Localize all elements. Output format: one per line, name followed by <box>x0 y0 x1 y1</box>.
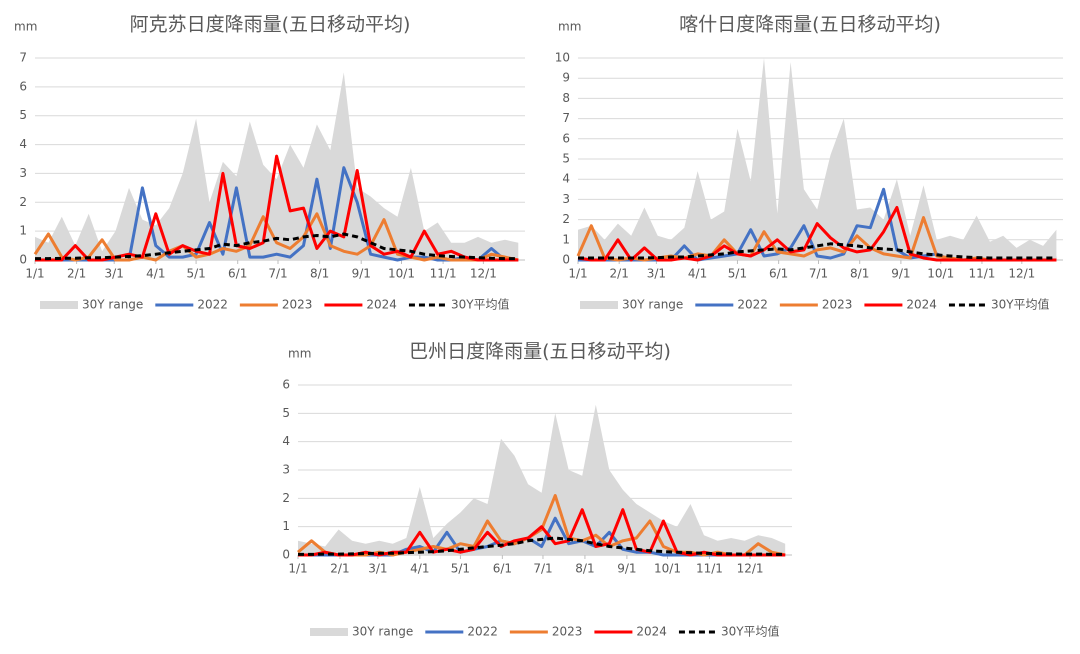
legend-label: 2024 <box>366 298 397 312</box>
y-tick-label: 2 <box>562 212 570 226</box>
x-tick-label: 8/1 <box>310 267 329 281</box>
x-tick-label: 11/1 <box>968 267 995 281</box>
x-tick-label: 9/1 <box>891 267 910 281</box>
y-tick-label: 6 <box>282 378 290 392</box>
y-tick-label: 4 <box>282 434 290 448</box>
x-tick-label: 9/1 <box>617 562 636 576</box>
y-tick-label: 1 <box>282 519 290 533</box>
series-line <box>33 212 519 262</box>
y-tick-label: 2 <box>19 195 27 209</box>
legend-label: 2024 <box>906 298 937 312</box>
x-tick-label: 1/1 <box>288 562 307 576</box>
y-axis-unit: mm <box>14 20 37 34</box>
legend-label: 30Y平均值 <box>451 297 510 312</box>
x-tick-label: 9/1 <box>352 267 371 281</box>
y-tick-label: 4 <box>19 137 27 151</box>
legend-label: 2023 <box>282 298 313 312</box>
y-tick-label: 6 <box>562 131 570 145</box>
range-area <box>298 404 786 555</box>
legend-swatch <box>580 301 618 309</box>
x-tick-label: 6/1 <box>228 267 247 281</box>
y-tick-label: 3 <box>282 463 290 477</box>
y-tick-label: 3 <box>562 192 570 206</box>
x-tick-label: 2/1 <box>67 267 86 281</box>
average-line <box>298 536 786 556</box>
y-tick-label: 7 <box>562 111 570 125</box>
x-tick-label: 1/1 <box>25 267 44 281</box>
x-tick-label: 8/1 <box>850 267 869 281</box>
x-tick-label: 5/1 <box>728 267 747 281</box>
x-tick-label: 5/1 <box>451 562 470 576</box>
y-tick-label: 0 <box>282 548 290 562</box>
x-tick-label: 12/1 <box>1008 267 1035 281</box>
chart-title: 喀什日度降雨量(五日移动平均) <box>679 14 941 36</box>
x-tick-label: 8/1 <box>575 562 594 576</box>
x-tick-label: 4/1 <box>688 267 707 281</box>
legend-label: 30Y平均值 <box>991 297 1050 312</box>
average-line <box>35 232 519 261</box>
y-tick-label: 1 <box>19 224 27 238</box>
legend-label: 2024 <box>636 625 667 639</box>
x-tick-label: 3/1 <box>647 267 666 281</box>
range-area <box>35 72 519 261</box>
y-tick-label: 5 <box>562 152 570 166</box>
x-tick-label: 10/1 <box>927 267 954 281</box>
range-area <box>578 58 1057 260</box>
legend-label: 2022 <box>467 625 498 639</box>
x-tick-label: 12/1 <box>737 562 764 576</box>
y-tick-label: 2 <box>282 491 290 505</box>
legend-label: 30Y平均值 <box>721 624 780 639</box>
y-tick-label: 5 <box>282 406 290 420</box>
x-tick-label: 11/1 <box>430 267 457 281</box>
y-tick-label: 10 <box>555 51 570 65</box>
y-tick-label: 5 <box>19 108 27 122</box>
y-tick-label: 6 <box>19 79 27 93</box>
y-axis-unit: mm <box>558 20 581 34</box>
legend-label: 2022 <box>737 298 768 312</box>
y-tick-label: 3 <box>19 166 27 180</box>
average-line <box>578 242 1057 260</box>
y-tick-label: 0 <box>19 253 27 267</box>
series-line <box>298 508 786 557</box>
legend-label: 2023 <box>552 625 583 639</box>
x-tick-label: 10/1 <box>654 562 681 576</box>
y-tick-label: 1 <box>562 232 570 246</box>
x-tick-label: 2/1 <box>610 267 629 281</box>
y-tick-label: 8 <box>562 91 570 105</box>
x-tick-label: 7/1 <box>533 562 552 576</box>
x-tick-label: 7/1 <box>809 267 828 281</box>
y-tick-label: 0 <box>562 253 570 267</box>
chart-title: 巴州日度降雨量(五日移动平均) <box>409 341 671 363</box>
x-tick-label: 4/1 <box>146 267 165 281</box>
y-tick-label: 4 <box>562 172 570 186</box>
x-tick-label: 7/1 <box>268 267 287 281</box>
legend-swatch <box>310 628 348 636</box>
legend-label: 2023 <box>822 298 853 312</box>
y-tick-label: 9 <box>562 71 570 85</box>
y-tick-label: 7 <box>19 51 27 65</box>
x-tick-label: 3/1 <box>368 562 387 576</box>
x-tick-label: 4/1 <box>410 562 429 576</box>
legend-swatch <box>40 301 78 309</box>
x-tick-label: 10/1 <box>388 267 415 281</box>
legend-label: 30Y range <box>622 298 683 312</box>
chart-title: 阿克苏日度降雨量(五日移动平均) <box>130 14 411 36</box>
series-line <box>577 206 1057 262</box>
x-tick-label: 2/1 <box>330 562 349 576</box>
y-axis-unit: mm <box>288 347 311 361</box>
x-tick-label: 11/1 <box>696 562 723 576</box>
legend-label: 2022 <box>197 298 228 312</box>
x-tick-label: 6/1 <box>769 267 788 281</box>
x-tick-label: 6/1 <box>493 562 512 576</box>
x-tick-label: 1/1 <box>568 267 587 281</box>
x-tick-label: 12/1 <box>470 267 497 281</box>
legend-label: 30Y range <box>82 298 143 312</box>
x-tick-label: 5/1 <box>186 267 205 281</box>
x-tick-label: 3/1 <box>105 267 124 281</box>
legend-label: 30Y range <box>352 625 413 639</box>
